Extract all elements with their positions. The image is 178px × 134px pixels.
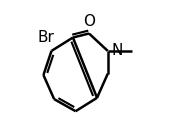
Text: O: O <box>83 14 95 29</box>
Text: Br: Br <box>38 30 55 45</box>
Text: N: N <box>111 43 123 58</box>
